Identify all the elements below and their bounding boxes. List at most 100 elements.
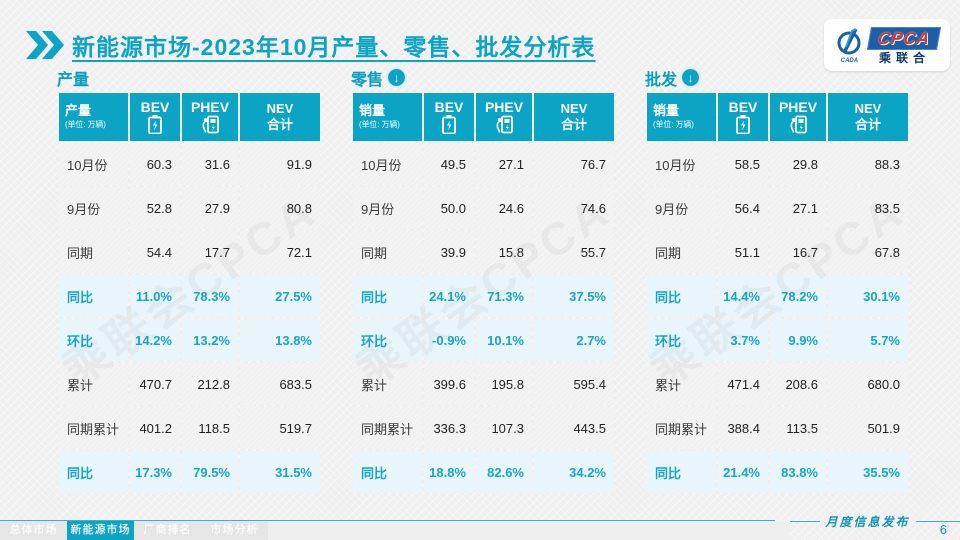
cell-value: 34.2% (534, 451, 614, 493)
table-row: 同期 39.9 15.8 55.7 (353, 231, 614, 273)
cell-value: 91.9 (240, 143, 320, 185)
retail-section-title: 零售 (351, 71, 384, 89)
cell-value: 83.8% (770, 451, 826, 493)
production-corner-cell: 产量 (单位: 万辆) (59, 93, 128, 141)
table-row: 同比 21.4% 83.8% 35.5% (647, 451, 908, 493)
table-row: 10月份 58.5 29.8 88.3 (647, 143, 908, 185)
production-section-header: 产量 (57, 64, 322, 91)
row-label: 9月份 (59, 187, 128, 229)
cell-value: 519.7 (240, 407, 320, 449)
table-row: 同比 24.1% 71.3% 37.5% (353, 275, 614, 317)
cell-value: 27.5% (240, 275, 320, 317)
cell-value: 10.1% (476, 319, 532, 361)
footer-tab-active[interactable]: 新能源市场 (67, 521, 134, 540)
cell-value: 31.5% (240, 451, 320, 493)
row-label: 环比 (59, 319, 128, 361)
row-label: 9月份 (353, 187, 422, 229)
table-row: 同期 51.1 16.7 67.8 (647, 231, 908, 273)
table-row: 同比 18.8% 82.6% 34.2% (353, 451, 614, 493)
wholesale-table-body: 10月份 58.5 29.8 88.3 9月份 56.4 27.1 83.5 同期 51.1 16.… (647, 143, 908, 493)
cpca-logo: CADA CPCA 乘联合 (824, 19, 950, 71)
production-table-section: 产量 产量 (单位: 万辆) BEV PHEV (53, 64, 326, 495)
cell-value: 30.1% (828, 275, 908, 317)
table-row: 同期累计 336.3 107.3 443.5 (353, 407, 614, 449)
cell-value: 88.3 (828, 143, 908, 185)
row-label: 累计 (353, 363, 422, 405)
cell-value: 501.9 (828, 407, 908, 449)
row-label: 10月份 (59, 143, 128, 185)
cell-value: 680.0 (828, 363, 908, 405)
battery-icon (736, 115, 750, 134)
cell-value: 24.1% (424, 275, 474, 317)
table-row: 9月份 52.8 27.9 80.8 (59, 187, 320, 229)
cell-value: 39.9 (424, 231, 474, 273)
cell-value: 35.5% (828, 451, 908, 493)
corner-label: 销量 (653, 102, 680, 118)
publish-label-wrap: 月度信息发布 (775, 513, 960, 530)
cell-value: 5.7% (828, 319, 908, 361)
cell-value: 336.3 (424, 407, 474, 449)
column-header-bev: BEV (130, 93, 180, 141)
production-header-row: 产量 (单位: 万辆) BEV PHEV NEV 合计 (59, 93, 320, 141)
cpca-wordmark: CPCA 乘联合 (867, 26, 942, 64)
table-row: 累计 471.4 208.6 680.0 (647, 363, 908, 405)
table-row: 9月份 50.0 24.6 74.6 (353, 187, 614, 229)
cell-value: -0.9% (424, 319, 474, 361)
row-label: 累计 (647, 363, 716, 405)
row-label: 同比 (647, 275, 716, 317)
down-arrow-icon: ↓ (682, 69, 700, 86)
table-row: 同比 11.0% 78.3% 27.5% (59, 275, 320, 317)
row-label: 10月份 (647, 143, 716, 185)
cell-value: 595.4 (534, 363, 614, 405)
page-title: 新能源市场-2023年10月产量、零售、批发分析表 (72, 28, 595, 62)
footer-tab-inactive[interactable]: 厂商排名 (134, 521, 201, 540)
retail-table-body: 10月份 49.5 27.1 76.7 9月份 50.0 24.6 74.6 同期 39.9 15.… (353, 143, 614, 493)
table-row: 10月份 60.3 31.6 91.9 (59, 143, 320, 185)
cell-value: 21.4% (718, 451, 768, 493)
wholesale-table-section: 批发 ↓ 销量 (单位: 万辆) BEV PHEV (641, 64, 914, 495)
table-row: 同期累计 401.2 118.5 519.7 (59, 407, 320, 449)
column-header-bev: BEV (718, 93, 768, 141)
cell-value: 683.5 (240, 363, 320, 405)
row-label: 9月份 (647, 187, 716, 229)
footer-tab-inactive[interactable]: 总体市场 (0, 521, 67, 540)
cell-value: 71.3% (476, 275, 532, 317)
cell-value: 83.5 (828, 187, 908, 229)
cell-value: 2.7% (534, 319, 614, 361)
cell-value: 113.5 (770, 407, 826, 449)
corner-unit-label: (单位: 万辆) (359, 119, 400, 130)
table-row: 同期 54.4 17.7 72.1 (59, 231, 320, 273)
table-row: 环比 -0.9% 10.1% 2.7% (353, 319, 614, 361)
row-label: 同比 (353, 275, 422, 317)
charging-station-icon (790, 115, 807, 134)
cell-value: 14.2% (130, 319, 180, 361)
table-row: 9月份 56.4 27.1 83.5 (647, 187, 908, 229)
cell-value: 76.7 (534, 143, 614, 185)
production-section-title: 产量 (57, 71, 90, 89)
row-label: 10月份 (353, 143, 422, 185)
cell-value: 82.6% (476, 451, 532, 493)
corner-label: 销量 (359, 102, 386, 118)
cell-value: 443.5 (534, 407, 614, 449)
cell-value: 3.7% (718, 319, 768, 361)
table-row: 累计 399.6 195.8 595.4 (353, 363, 614, 405)
table-row: 同比 17.3% 79.5% 31.5% (59, 451, 320, 493)
cell-value: 74.6 (534, 187, 614, 229)
cell-value: 18.8% (424, 451, 474, 493)
footer-tabbar: 总体市场 新能源市场 厂商排名 市场分析 (0, 521, 790, 540)
row-label: 同期累计 (647, 407, 716, 449)
cell-value: 399.6 (424, 363, 474, 405)
cell-value: 14.4% (718, 275, 768, 317)
wholesale-table: 销量 (单位: 万辆) BEV PHEV NEV 合计 (645, 91, 910, 495)
row-label: 同期累计 (353, 407, 422, 449)
wholesale-header-row: 销量 (单位: 万辆) BEV PHEV NEV 合计 (647, 93, 908, 141)
cell-value: 49.5 (424, 143, 474, 185)
cell-value: 67.8 (828, 231, 908, 273)
cell-value: 78.2% (770, 275, 826, 317)
battery-icon (148, 115, 162, 134)
cell-value: 24.6 (476, 187, 532, 229)
retail-table-section: 零售 ↓ 销量 (单位: 万辆) BEV PHEV (347, 64, 620, 495)
row-label: 同期 (647, 231, 716, 273)
table-row: 10月份 49.5 27.1 76.7 (353, 143, 614, 185)
footer-tab-inactive[interactable]: 市场分析 (201, 521, 268, 540)
